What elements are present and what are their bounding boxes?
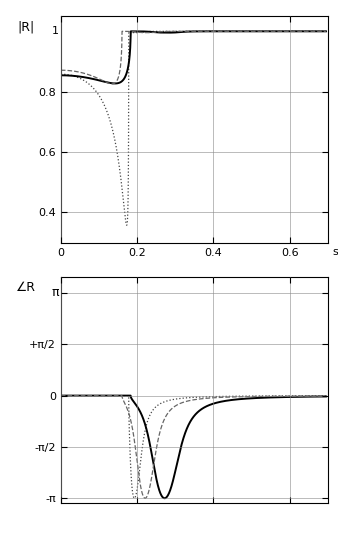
Text: π: π [51,287,59,300]
Text: ∠R: ∠R [16,281,36,294]
Text: 1: 1 [52,27,59,36]
Text: |R|: |R| [18,21,35,34]
Text: sin Θ: sin Θ [333,247,338,257]
